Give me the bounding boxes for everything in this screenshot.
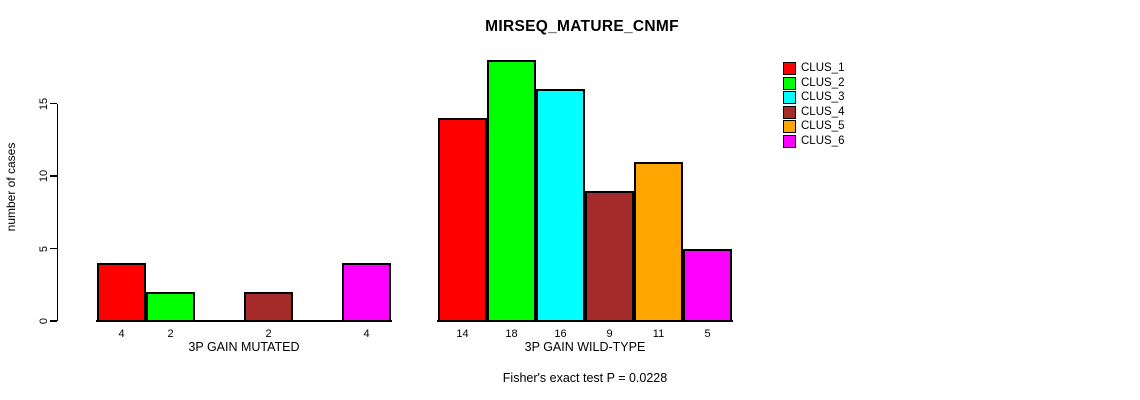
group-baseline — [96, 320, 392, 322]
bar-clus_1-2 — [438, 118, 487, 321]
legend-label: CLUS_6 — [801, 134, 845, 147]
legend-item-clus_5: CLUS_5 — [783, 120, 845, 134]
legend-label: CLUS_5 — [801, 120, 845, 133]
bar-value-label: 11 — [652, 328, 665, 340]
y-tick-label: 0 — [38, 317, 50, 325]
y-tick-label: 5 — [38, 245, 50, 252]
legend-swatch-clus_6 — [783, 134, 796, 148]
y-tick-label: 15 — [38, 97, 50, 110]
y-tick-mark — [50, 320, 57, 322]
bar-value-label: 9 — [606, 328, 613, 340]
bar-clus_6-2 — [683, 248, 732, 321]
x-axis-group-label: 3P GAIN WILD-TYPE — [524, 340, 646, 354]
legend: CLUS_1 CLUS_2 CLUS_3 CLUS_4 CLUS_5 CLUS_6 — [783, 62, 844, 150]
legend-item-clus_1: CLUS_1 — [783, 62, 844, 75]
y-tick-mark — [50, 102, 57, 105]
chart-title: MIRSEQ_MATURE_CNMF — [485, 18, 679, 35]
legend-swatch-clus_5 — [783, 120, 796, 134]
legend-label: CLUS_1 — [801, 62, 845, 74]
bar-value-label: 5 — [704, 328, 711, 340]
legend-label: CLUS_3 — [801, 91, 845, 104]
bar-clus_3-2 — [536, 89, 585, 321]
legend-swatch-clus_2 — [783, 76, 796, 90]
bar-value-label: 16 — [554, 328, 567, 340]
y-axis-line — [57, 103, 59, 321]
group-baseline — [437, 320, 733, 322]
legend-item-clus_3: CLUS_3 — [783, 91, 845, 105]
bar-value-label: 2 — [167, 328, 174, 340]
y-axis-title: number of cases — [4, 142, 18, 232]
bar-clus_5-2 — [634, 161, 683, 321]
y-tick-mark — [50, 175, 57, 177]
bar-clus_2-1 — [146, 292, 195, 321]
legend-item-clus_2: CLUS_2 — [783, 76, 845, 90]
legend-label: CLUS_2 — [801, 76, 845, 89]
bar-clus_2-2 — [487, 60, 536, 321]
legend-swatch-clus_3 — [783, 91, 796, 105]
footnote-fisher-test: Fisher's exact test P = 0.0228 — [502, 371, 668, 385]
bar-value-label: 4 — [363, 328, 370, 340]
y-tick-mark — [50, 247, 57, 250]
bar-value-label: 18 — [505, 328, 518, 340]
x-axis-group-label: 3P GAIN MUTATED — [188, 340, 300, 354]
y-tick-label: 10 — [38, 169, 50, 183]
bar-clus_4-1 — [244, 292, 293, 321]
legend-item-clus_6: CLUS_6 — [783, 134, 845, 148]
legend-swatch-clus_4 — [783, 105, 796, 119]
bar-clus_1-1 — [97, 263, 146, 321]
legend-item-clus_4: CLUS_4 — [783, 105, 845, 119]
bar-value-label: 2 — [265, 328, 272, 340]
legend-swatch-clus_1 — [783, 62, 796, 75]
bar-clus_6-1 — [342, 263, 391, 321]
bar-clus_4-2 — [585, 190, 634, 321]
legend-label: CLUS_4 — [801, 105, 845, 118]
bar-value-label: 14 — [456, 328, 469, 340]
bar-value-label: 4 — [118, 328, 125, 340]
